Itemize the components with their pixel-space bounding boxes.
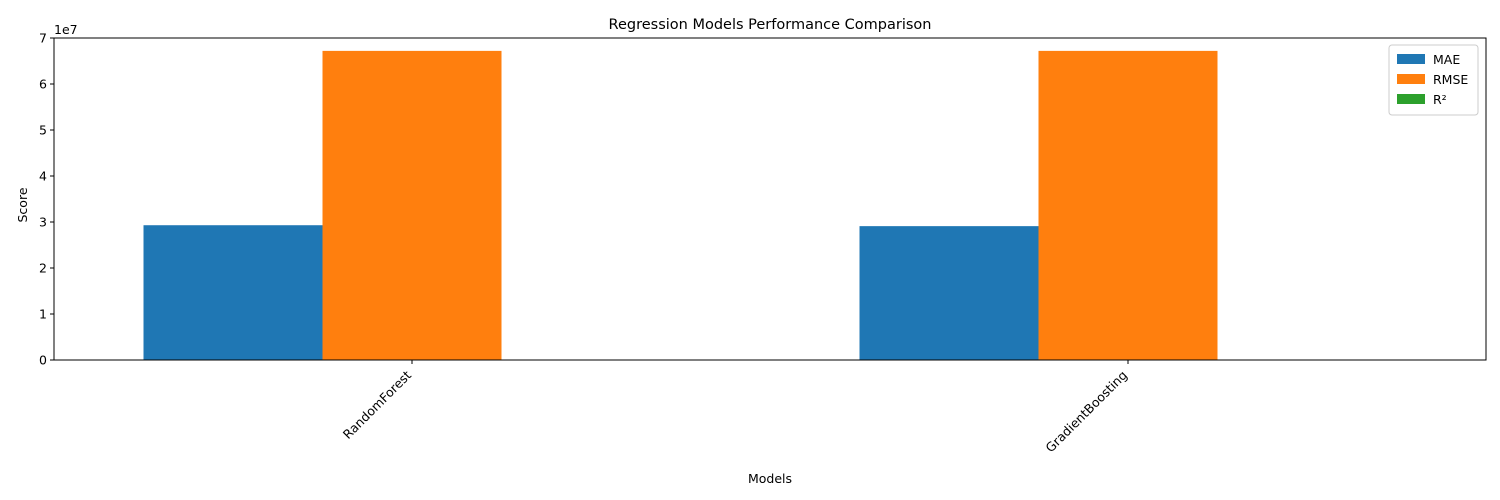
legend-swatch-MAE xyxy=(1397,54,1425,64)
x-tick-label-RandomForest: RandomForest xyxy=(340,367,414,441)
y-tick-label: 0 xyxy=(39,353,47,368)
legend-label: R² xyxy=(1433,92,1447,107)
bar-MAE-GradientBoosting xyxy=(859,226,1039,360)
legend-swatch-R xyxy=(1397,94,1425,104)
legend: MAE RMSE R² xyxy=(1388,44,1479,116)
x-axis-label: Models xyxy=(748,471,792,486)
bars-layer xyxy=(143,50,1218,360)
bar-MAE-RandomForest xyxy=(143,225,323,360)
x-tick-label-GradientBoosting: GradientBoosting xyxy=(1042,368,1130,456)
y-tick-label: 6 xyxy=(39,77,47,92)
y-tick-label: 4 xyxy=(39,169,47,184)
legend-swatch-RMSE xyxy=(1397,74,1425,84)
legend-label: RMSE xyxy=(1433,72,1468,87)
y-tick-label: 1 xyxy=(39,307,47,322)
y-tick-label: 7 xyxy=(39,31,47,46)
y-axis-label: Score xyxy=(15,187,30,222)
y-tick-label: 2 xyxy=(39,261,47,276)
chart-title: Regression Models Performance Comparison xyxy=(609,17,932,33)
y-offset-label: 1e7 xyxy=(54,22,78,37)
y-tick-label: 5 xyxy=(39,123,47,138)
y-tick-label: 3 xyxy=(39,215,47,230)
bar-RMSE-RandomForest xyxy=(322,50,502,360)
bar-RMSE-GradientBoosting xyxy=(1038,50,1218,360)
plot-frame xyxy=(53,37,1487,361)
legend-label: MAE xyxy=(1433,52,1460,67)
